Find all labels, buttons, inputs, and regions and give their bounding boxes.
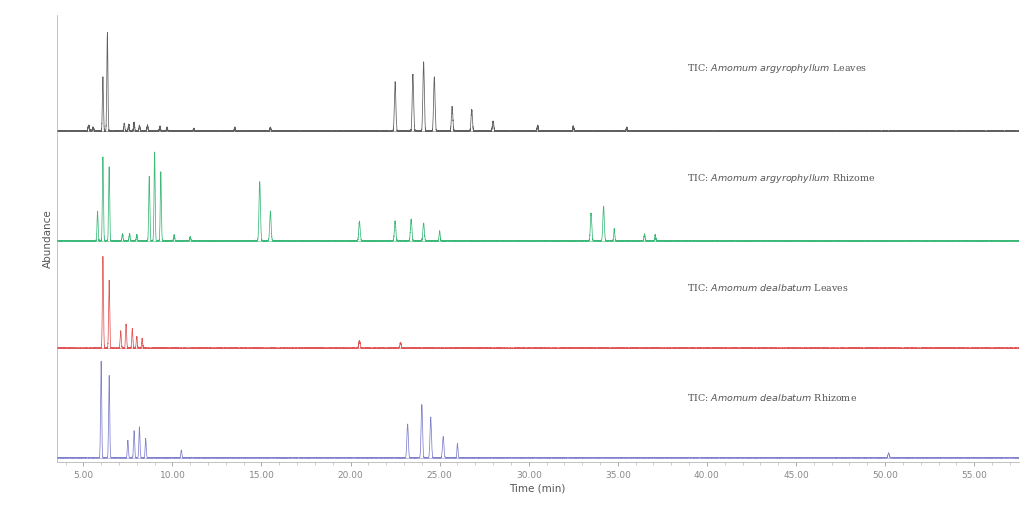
Y-axis label: Abundance: Abundance <box>42 209 52 268</box>
Text: TIC: $\it{Amomum\ dealbatum}$ Rhizome: TIC: $\it{Amomum\ dealbatum}$ Rhizome <box>686 392 857 403</box>
Text: TIC: $\it{Amomum\ argyrophyllum}$ Leaves: TIC: $\it{Amomum\ argyrophyllum}$ Leaves <box>686 62 866 75</box>
Text: TIC: $\it{Amomum\ argyrophyllum}$ Rhizome: TIC: $\it{Amomum\ argyrophyllum}$ Rhizom… <box>686 172 875 185</box>
X-axis label: Time (min): Time (min) <box>509 483 566 493</box>
Text: TIC: $\it{Amomum\ dealbatum}$ Leaves: TIC: $\it{Amomum\ dealbatum}$ Leaves <box>686 282 849 294</box>
